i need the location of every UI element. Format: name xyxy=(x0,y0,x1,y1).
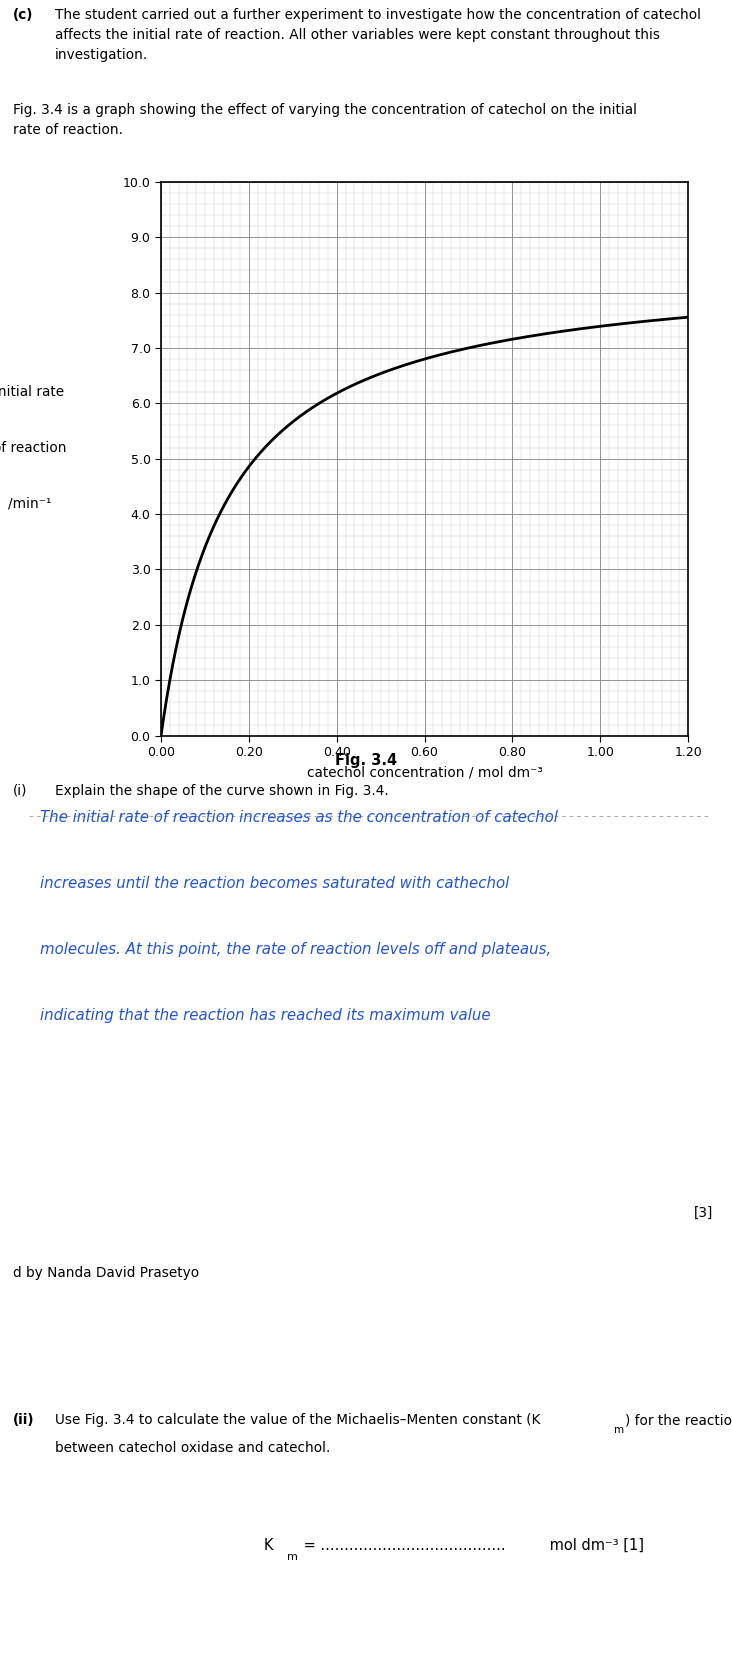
Text: Explain the shape of the curve shown in Fig. 3.4.: Explain the shape of the curve shown in … xyxy=(55,784,389,797)
X-axis label: catechol concentration / mol dm⁻³: catechol concentration / mol dm⁻³ xyxy=(307,765,542,780)
Text: increases until the reaction becomes saturated with cathechol: increases until the reaction becomes sat… xyxy=(40,876,509,891)
Text: d by Nanda David Prasetyo: d by Nanda David Prasetyo xyxy=(13,1266,199,1279)
Text: = .......................................: = ......................................… xyxy=(299,1537,505,1554)
Text: (ii): (ii) xyxy=(13,1413,34,1427)
Text: m: m xyxy=(614,1425,624,1435)
Text: initial rate: initial rate xyxy=(0,385,64,400)
Text: indicating that the reaction has reached its maximum value: indicating that the reaction has reached… xyxy=(40,1008,491,1023)
Text: Use Fig. 3.4 to calculate the value of the Michaelis–Menten constant (K: Use Fig. 3.4 to calculate the value of t… xyxy=(55,1413,540,1427)
Text: m: m xyxy=(287,1552,298,1562)
Text: The initial rate of reaction increases as the concentration of catechol: The initial rate of reaction increases a… xyxy=(40,810,558,825)
Text: Fig. 3.4 is a graph showing the effect of varying the concentration of catechol : Fig. 3.4 is a graph showing the effect o… xyxy=(13,102,637,137)
Text: The student carried out a further experiment to investigate how the concentratio: The student carried out a further experi… xyxy=(55,8,701,63)
Text: mol dm⁻³ [1]: mol dm⁻³ [1] xyxy=(545,1537,644,1554)
Text: K: K xyxy=(264,1537,273,1554)
Text: (i): (i) xyxy=(13,784,28,797)
Text: (c): (c) xyxy=(13,8,34,21)
Text: ) for the reaction: ) for the reaction xyxy=(625,1413,732,1427)
Text: [3]: [3] xyxy=(695,1207,714,1220)
Text: /min⁻¹: /min⁻¹ xyxy=(7,496,51,511)
Text: molecules. At this point, the rate of reaction levels off and plateaus,: molecules. At this point, the rate of re… xyxy=(40,942,551,957)
Text: of reaction: of reaction xyxy=(0,441,66,455)
Text: Fig. 3.4: Fig. 3.4 xyxy=(335,752,397,769)
Text: between catechol oxidase and catechol.: between catechol oxidase and catechol. xyxy=(55,1441,330,1455)
